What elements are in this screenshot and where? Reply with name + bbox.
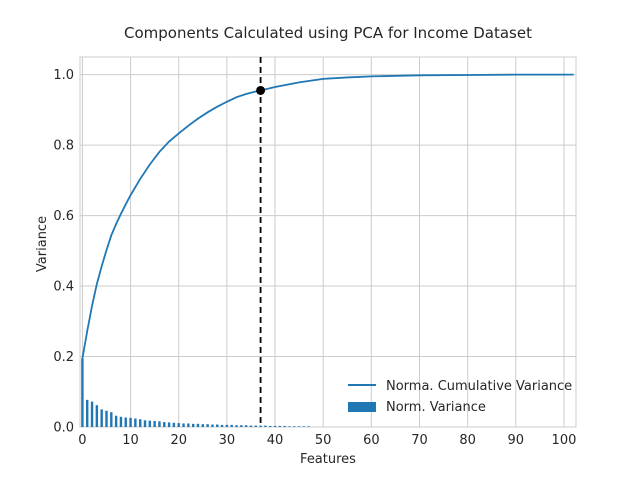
x-axis-label: Features bbox=[300, 452, 356, 467]
variance-bar bbox=[119, 416, 123, 427]
variance-bar bbox=[138, 419, 142, 427]
variance-bar bbox=[201, 424, 204, 427]
variance-bar bbox=[220, 424, 224, 427]
variance-bar bbox=[307, 426, 310, 427]
variance-bar bbox=[264, 425, 267, 427]
variance-bar bbox=[302, 426, 306, 427]
x-tick-label: 90 bbox=[508, 433, 525, 448]
y-tick-label: 0.8 bbox=[53, 139, 74, 154]
variance-bar bbox=[177, 423, 180, 427]
x-tick-label: 60 bbox=[363, 433, 380, 448]
variance-bar bbox=[158, 421, 161, 427]
cutoff-group bbox=[256, 57, 266, 427]
variance-bar bbox=[110, 412, 113, 427]
variance-bar bbox=[297, 426, 301, 427]
variance-bar bbox=[148, 420, 152, 427]
y-axis-label: Variance bbox=[35, 216, 50, 272]
variance-bar bbox=[273, 425, 277, 427]
variance-bar bbox=[191, 423, 195, 427]
variance-bar bbox=[163, 422, 166, 427]
variance-bar bbox=[254, 425, 257, 427]
x-tick-label: 100 bbox=[552, 433, 577, 448]
y-tick-label: 0.6 bbox=[53, 209, 74, 224]
variance-bar bbox=[211, 424, 214, 427]
variance-bar bbox=[187, 423, 190, 427]
x-tick-label: 70 bbox=[411, 433, 428, 448]
variance-bar bbox=[182, 423, 185, 427]
x-tick-label: 20 bbox=[170, 433, 187, 448]
variance-bar bbox=[114, 415, 118, 427]
cumulative-variance-line-group bbox=[81, 73, 574, 359]
variance-bar bbox=[206, 424, 209, 427]
variance-bar bbox=[269, 425, 272, 427]
variance-bar bbox=[230, 424, 233, 427]
norm-variance-bars bbox=[81, 358, 310, 427]
variance-bar bbox=[105, 410, 108, 427]
variance-bar bbox=[90, 401, 94, 427]
variance-bar bbox=[216, 424, 219, 427]
variance-bar bbox=[196, 423, 200, 427]
y-tick-label: 0.4 bbox=[53, 280, 74, 295]
variance-bar bbox=[167, 422, 171, 427]
variance-bar bbox=[259, 425, 262, 427]
variance-bar bbox=[81, 358, 84, 427]
variance-bar bbox=[124, 417, 127, 427]
variance-bar bbox=[293, 426, 296, 427]
legend: Norma. Cumulative Variance Norm. Varianc… bbox=[348, 379, 572, 415]
variance-bar bbox=[100, 409, 103, 427]
variance-bar bbox=[288, 426, 291, 427]
variance-bar bbox=[172, 422, 176, 427]
variance-bar bbox=[249, 425, 253, 427]
grid bbox=[79, 56, 577, 428]
x-tick-label: 10 bbox=[122, 433, 139, 448]
x-tick-label: 30 bbox=[219, 433, 236, 448]
cumulative-variance-line bbox=[81, 73, 574, 359]
y-tick-label: 0.0 bbox=[53, 421, 74, 436]
variance-bar bbox=[129, 417, 132, 427]
variance-bar bbox=[240, 425, 243, 427]
x-tick-label: 0 bbox=[78, 433, 86, 448]
legend-label-variance: Norm. Variance bbox=[386, 400, 486, 415]
x-tick-label: 50 bbox=[315, 433, 332, 448]
variance-bar bbox=[235, 425, 238, 427]
cutoff-marker bbox=[256, 85, 266, 95]
variance-bar bbox=[278, 425, 282, 427]
variance-bar bbox=[244, 425, 248, 427]
variance-bar bbox=[143, 420, 147, 427]
x-tick-label: 80 bbox=[459, 433, 476, 448]
tick-labels: 0 10 20 30 40 50 60 70 80 90 100 0.0 0.2 0.4 0.6 0.8 1.0 bbox=[53, 68, 576, 448]
variance-bar bbox=[225, 424, 229, 427]
x-tick-label: 40 bbox=[267, 433, 284, 448]
legend-bar-swatch bbox=[348, 402, 376, 412]
variance-bar bbox=[95, 405, 99, 427]
variance-bar bbox=[283, 425, 286, 427]
y-tick-label: 1.0 bbox=[53, 68, 74, 83]
y-tick-label: 0.2 bbox=[53, 350, 74, 365]
legend-label-cumulative: Norma. Cumulative Variance bbox=[386, 379, 572, 394]
plot-area bbox=[79, 56, 577, 428]
variance-bar bbox=[86, 399, 89, 427]
variance-bar bbox=[134, 418, 137, 427]
chart-title: Components Calculated using PCA for Inco… bbox=[124, 24, 532, 42]
variance-bar bbox=[153, 421, 156, 427]
